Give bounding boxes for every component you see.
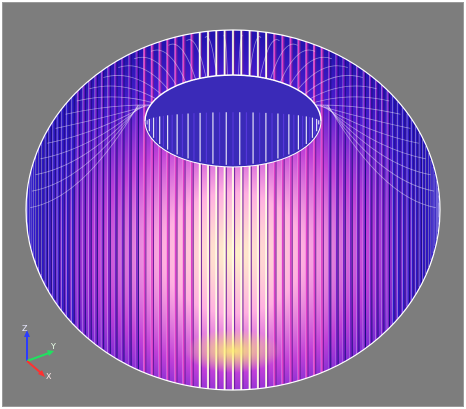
coil-arc (322, 104, 426, 160)
torus-coil-render (3, 3, 463, 406)
coil-arc (55, 104, 151, 129)
coil-arc (319, 104, 419, 144)
hole-rim (144, 74, 322, 122)
coil-arc (325, 104, 431, 176)
coil-arc (65, 104, 155, 115)
z-arrow-icon (24, 330, 30, 337)
coil-arc (47, 104, 147, 144)
coil-arc (326, 104, 435, 192)
y-axis-label: Y (50, 342, 56, 351)
coil-arc (327, 104, 436, 209)
x-arrow-icon (38, 370, 45, 377)
coil-arc (30, 104, 139, 209)
axis-triad: Z Y X (22, 324, 56, 381)
coil-arc (311, 104, 401, 115)
coil-arc (40, 104, 144, 160)
torus-outline (25, 29, 441, 391)
bottom-highlight (185, 329, 281, 373)
torus-body (25, 29, 441, 391)
coil-arc (31, 104, 140, 192)
z-axis-label: Z (22, 324, 28, 333)
x-axis-label: X (46, 372, 52, 381)
x-axis-icon (26, 360, 42, 374)
y-axis-icon (26, 352, 50, 362)
coil-arc (35, 104, 141, 176)
y-arrow-icon (47, 350, 54, 356)
torus-hole (144, 74, 322, 168)
coil-arc (315, 104, 411, 129)
